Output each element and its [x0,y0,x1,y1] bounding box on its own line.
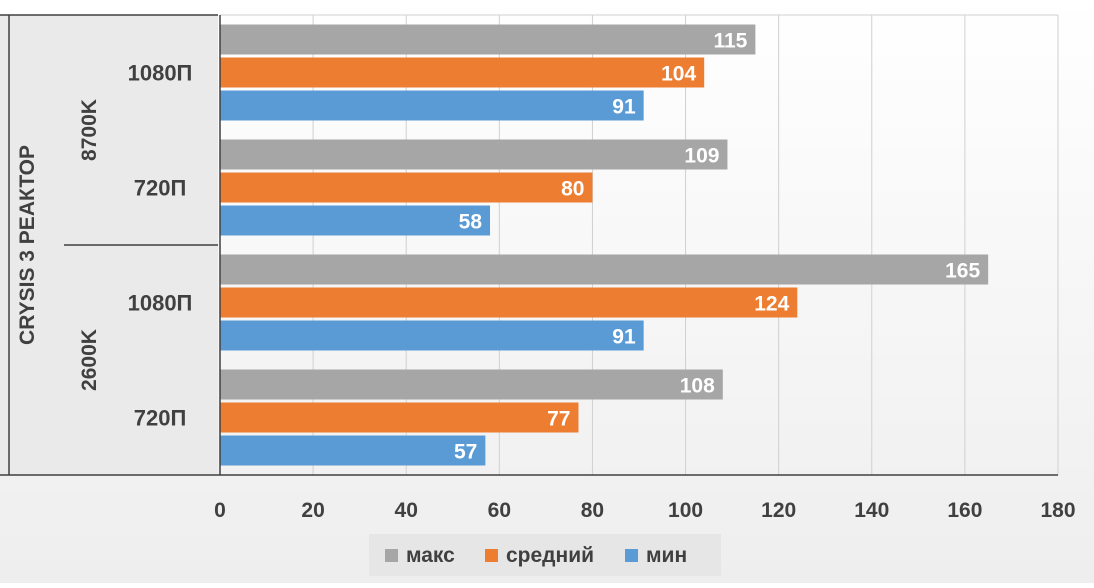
data-label: 77 [547,408,570,431]
bar [220,90,644,121]
x-tick-label: 180 [1040,499,1075,522]
data-label: 58 [459,211,483,234]
category-label: 1080П [128,291,193,316]
bar [220,369,723,400]
bar [220,172,593,203]
bar [220,57,705,88]
legend-swatch [485,549,498,562]
bar [220,24,756,55]
bar [220,435,486,466]
data-label: 91 [612,326,636,349]
bar [220,402,579,433]
x-tick-label: 40 [395,499,418,522]
legend-label: средний [506,544,594,567]
legend-box [369,534,721,576]
data-label: 91 [612,96,636,119]
legend-label: макс [406,544,455,567]
group-label: 2600K [78,329,101,391]
category-label: 720П [134,176,187,201]
data-label: 108 [680,375,715,398]
x-tick-label: 120 [761,499,796,522]
x-tick-label: 0 [214,499,226,522]
category-label: 1080П [128,61,193,86]
bar [220,139,728,170]
bar [220,205,491,236]
data-label: 80 [561,178,584,201]
data-label: 109 [684,145,719,168]
legend-label: мин [646,544,687,567]
legend-swatch [625,549,638,562]
x-tick-label: 80 [581,499,604,522]
axis-label: CRYSIS 3 РЕАКТОР [16,145,39,345]
data-label: 115 [713,30,747,53]
data-label: 104 [661,63,696,86]
x-tick-label: 60 [488,499,511,522]
data-label: 165 [945,260,980,283]
data-label: 124 [754,293,789,316]
bar [220,320,644,351]
x-tick-label: 140 [854,499,889,522]
bar [220,287,798,318]
category-label: 720П [134,406,187,431]
bar [220,254,989,285]
x-tick-label: 20 [301,499,324,522]
group-label: 8700K [78,99,101,161]
x-tick-label: 160 [947,499,982,522]
data-label: 57 [454,441,477,464]
legend-swatch [385,549,398,562]
x-tick-label: 100 [668,499,703,522]
